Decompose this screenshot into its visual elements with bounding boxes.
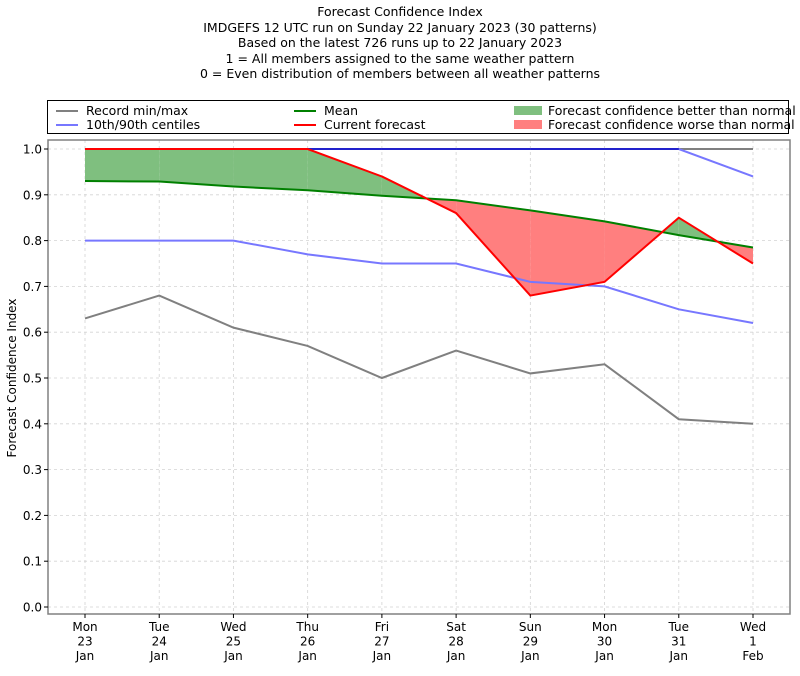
x-tick-label: 31 [671, 635, 686, 649]
x-tick-label: 27 [374, 635, 389, 649]
y-tick-label: 0.8 [23, 234, 42, 248]
legend-label-current: Current forecast [324, 117, 426, 132]
x-tick-label: Tue [148, 620, 170, 634]
x-tick-label: 26 [300, 635, 315, 649]
y-tick-label: 1.0 [23, 143, 42, 157]
chart-title: Forecast Confidence Index [317, 4, 483, 19]
y-tick-label: 0.5 [23, 372, 42, 386]
legend-label-worse: Forecast confidence worse than normal [548, 117, 795, 132]
legend-swatch-worse [514, 120, 542, 129]
fill-worse-than-normal [456, 200, 531, 296]
x-tick-label: Jan [149, 649, 169, 663]
legend-item-worse: Forecast confidence worse than normal [514, 118, 795, 132]
x-tick-label: 24 [152, 635, 167, 649]
chart-subtitle-run: IMDGEFS 12 UTC run on Sunday 22 January … [203, 19, 597, 35]
grid [48, 140, 790, 614]
x-tick-label: Mon [592, 620, 617, 634]
x-tick-label: Jan [372, 649, 392, 663]
x-tick-label: 30 [597, 635, 612, 649]
fill-worse-than-normal [604, 221, 663, 282]
line-current-forecast [85, 148, 754, 297]
legend-label-better: Forecast confidence better than normal [548, 103, 796, 118]
fill-worse-than-normal [530, 210, 605, 296]
legend-label-centiles: 10th/90th centiles [86, 117, 201, 132]
plot-frame [47, 139, 791, 615]
legend-item-mean: Mean [294, 104, 358, 118]
fill-better-than-normal [233, 149, 308, 191]
y-tick-label: 0.7 [23, 280, 42, 294]
chart-subtitle-scale-zero: 0 = Even distribution of members between… [199, 66, 601, 82]
fill-better-than-normal [307, 149, 382, 196]
legend-item-record: Record min/max [56, 104, 188, 118]
legend-label-record: Record min/max [86, 103, 189, 118]
x-tick-label: Sat [446, 620, 466, 634]
chart-legend: Record min/max 10th/90th centiles Mean C… [47, 100, 796, 134]
confidence-fill-areas [85, 149, 753, 296]
y-tick-label: 0.9 [23, 188, 42, 202]
legend-swatch-centiles [56, 123, 78, 126]
line-mean [84, 180, 754, 249]
y-tick-label: 0.1 [23, 555, 42, 569]
x-tick-label: Thu [295, 620, 319, 634]
x-tick-label: Jan [520, 649, 540, 663]
series-lines [84, 148, 754, 425]
x-tick-label: Fri [375, 620, 389, 634]
x-tick-label: 23 [77, 635, 92, 649]
legend-swatch-mean [294, 109, 316, 112]
x-tick-label: Jan [223, 649, 243, 663]
x-tick-label: Jan [446, 649, 466, 663]
x-tick-label: Mon [72, 620, 97, 634]
x-tick-label: Sun [519, 620, 542, 634]
line-record-min [84, 294, 754, 425]
fill-better-than-normal [85, 149, 160, 182]
x-tick-label: Wed [740, 620, 766, 634]
y-axis-ticks: 0.0 0.1 0.2 0.3 0.4 0.5 0.6 0.7 0.8 0.9 1.0 [23, 143, 48, 615]
x-tick-label: Jan [594, 649, 614, 663]
legend-swatch-current [294, 123, 316, 126]
x-tick-label: Jan [75, 649, 95, 663]
x-axis-ticks: Mon23JanTue24JanWed25JanThu26JanFri27Jan… [72, 614, 766, 663]
legend-item-current: Current forecast [294, 118, 425, 132]
chart-subtitle-scale-one: 1 = All members assigned to the same wea… [225, 50, 575, 66]
fill-better-than-normal [159, 149, 234, 187]
axes [47, 139, 791, 615]
legend-item-centiles: 10th/90th centiles [56, 118, 200, 132]
y-axis-label: Forecast Confidence Index [5, 299, 19, 458]
y-tick-label: 0.6 [23, 326, 42, 340]
x-tick-label: 28 [448, 635, 463, 649]
x-tick-label: Wed [220, 620, 246, 634]
legend-swatch-record [56, 109, 78, 112]
x-tick-label: 1 [749, 635, 757, 649]
x-tick-label: Jan [669, 649, 689, 663]
y-tick-label: 0.4 [23, 417, 42, 431]
y-tick-label: 0.3 [23, 463, 42, 477]
chart-title-block: Forecast Confidence Index IMDGEFS 12 UTC… [0, 4, 800, 82]
x-tick-label: Jan [297, 649, 317, 663]
legend-item-better: Forecast confidence better than normal [514, 104, 796, 118]
chart-subtitle-based-on: Based on the latest 726 runs up to 22 Ja… [237, 35, 563, 51]
x-tick-label: Feb [742, 649, 763, 663]
legend-swatch-better [514, 106, 542, 115]
x-tick-label: 25 [226, 635, 241, 649]
line-10th-centile [85, 239, 754, 325]
legend-label-mean: Mean [324, 103, 359, 118]
x-tick-label: Tue [668, 620, 690, 634]
y-tick-label: 0.0 [23, 601, 42, 615]
x-tick-label: 29 [523, 635, 538, 649]
y-tick-label: 0.2 [23, 509, 42, 523]
